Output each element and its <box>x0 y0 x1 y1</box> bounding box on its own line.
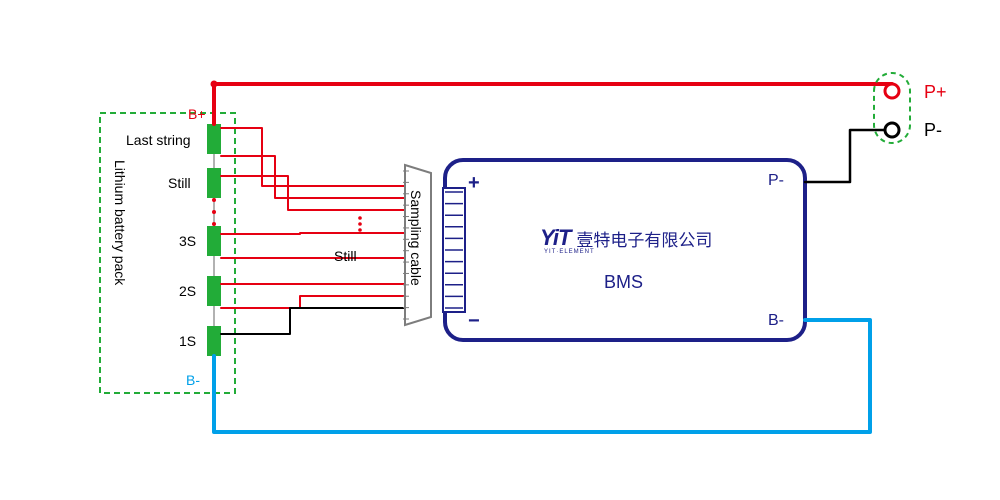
bminus-label: B- <box>186 372 200 388</box>
bms-text: BMS <box>604 272 643 293</box>
bms-logo-text: 壹特电子有限公司 <box>576 226 712 251</box>
diagram-canvas <box>0 0 1000 500</box>
cell-label-still: Still <box>168 175 191 191</box>
pplus-label: P+ <box>924 82 947 103</box>
cell-label-1s: 1S <box>179 333 196 349</box>
cell-label-2s: 2S <box>179 283 196 299</box>
sampling-cable-label: Sampling cable <box>408 190 424 286</box>
cell-label-last: Last string <box>126 132 191 148</box>
bms-bminus: B- <box>768 312 784 330</box>
still-mid-label: Still <box>334 248 357 264</box>
bms-minus: − <box>468 310 480 333</box>
bms-plus: + <box>468 172 480 195</box>
pminus-label: P- <box>924 120 942 141</box>
logo-yit-icon: YiT <box>540 225 570 251</box>
cell-label-3s: 3S <box>179 233 196 249</box>
bplus-label: B+ <box>188 106 206 122</box>
pack-label: Lithium battery pack <box>112 160 128 285</box>
bms-pminus: P- <box>768 172 784 190</box>
bms-logo-block: YiT 壹特电子有限公司 YIT·ELEMENT <box>540 225 712 255</box>
